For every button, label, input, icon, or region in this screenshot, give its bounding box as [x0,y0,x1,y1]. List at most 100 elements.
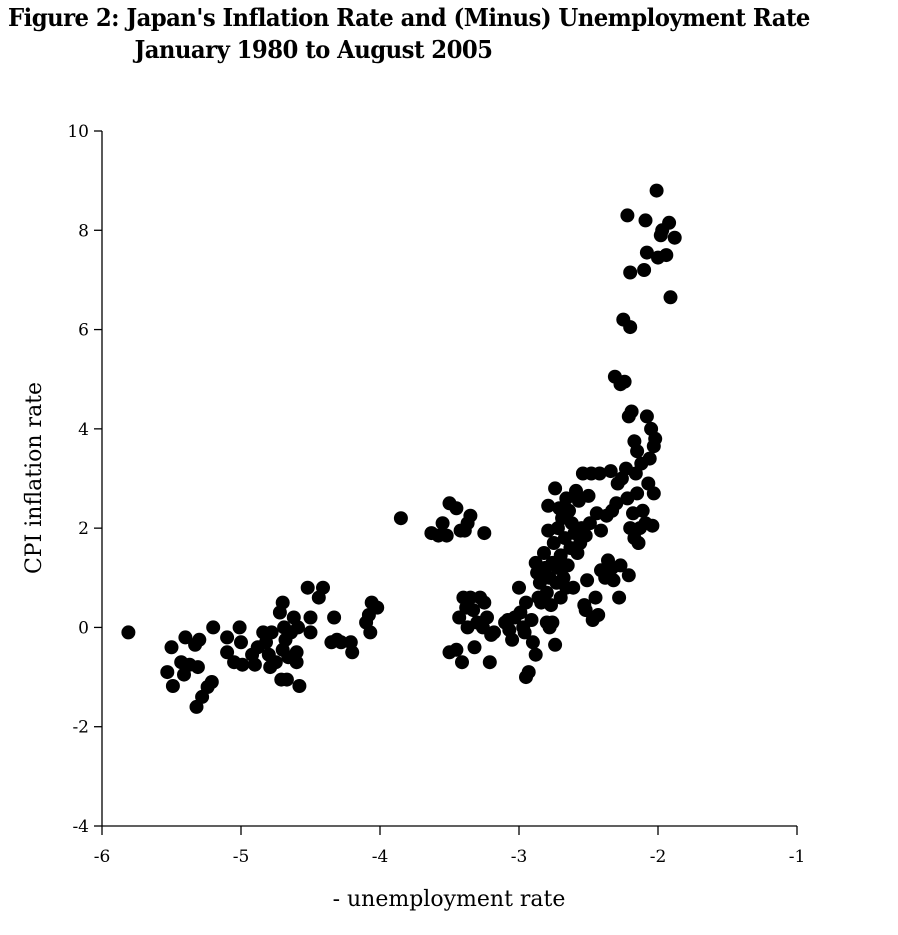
data-point [623,265,638,280]
data-point [553,548,568,563]
data-point [220,630,235,645]
data-point [645,518,660,533]
data-points [121,183,682,714]
data-point [578,603,593,618]
data-point [594,523,608,538]
data-point [524,613,539,627]
x-axis-title: - unemployment rate [333,887,566,912]
data-point [638,213,653,228]
data-point [452,610,467,625]
data-point [487,625,501,640]
data-point [463,590,478,605]
data-point [525,635,540,650]
chart-title: Figure 2: Japan's Inflation Rate and (Mi… [8,2,810,66]
y-tick-label: 6 [78,321,89,341]
data-point [232,620,247,635]
data-point [435,516,450,531]
data-point [275,595,290,610]
data-point [289,655,304,670]
data-point [247,657,262,672]
data-point [592,466,607,481]
y-tick-label: 0 [78,618,89,638]
data-point [517,625,532,640]
data-point [178,630,193,645]
y-tick-label: 2 [78,519,89,539]
y-tick-label: 10 [67,122,89,142]
data-point [190,660,205,675]
x-tick-label: -6 [94,847,111,867]
data-point [303,625,318,640]
data-point [289,645,304,660]
data-point [566,580,581,595]
data-point [449,501,464,516]
data-point [206,620,221,635]
data-point [528,647,543,662]
data-point [505,632,520,647]
data-point [204,675,219,689]
data-point [621,568,636,583]
data-point [667,230,682,245]
data-point [559,491,574,506]
data-point [477,526,492,541]
data-point [449,642,464,657]
data-point [234,635,248,650]
data-point [466,603,481,618]
data-point [521,665,536,680]
data-point [581,488,596,503]
data-point [537,546,551,560]
data-point [649,183,664,198]
data-point [631,536,646,550]
data-point [617,374,632,389]
data-point [220,645,235,660]
data-point [455,655,469,670]
data-point [548,481,563,496]
data-point [264,625,279,640]
data-point [648,431,663,446]
data-point [268,655,283,670]
data-point [164,640,179,655]
data-point [662,215,677,230]
x-tick-label: -5 [233,847,250,867]
data-point [548,637,563,652]
data-point [642,451,657,466]
data-point [439,528,454,543]
data-point [363,625,378,640]
data-point [612,590,627,605]
data-point [235,657,250,672]
data-point [630,444,645,459]
data-point [613,558,628,573]
data-point [546,536,561,550]
data-point [121,625,136,640]
data-point [646,486,661,501]
data-point [560,558,575,573]
data-point [603,464,618,479]
data-point [591,608,606,622]
data-point [480,610,494,625]
data-point [370,600,385,615]
data-point [624,404,639,419]
data-point [659,248,674,263]
data-point [544,598,558,613]
data-point [541,498,556,513]
data-point [588,590,603,605]
data-point [639,245,654,260]
data-point [292,679,307,693]
x-tick-label: -4 [372,847,389,867]
data-point [562,503,576,518]
y-tick-label: -2 [72,718,89,738]
x-tick-label: -1 [789,847,806,867]
data-point [623,320,638,335]
data-point [519,595,533,610]
y-tick-label: -4 [72,817,89,837]
data-point [291,620,305,635]
data-point [578,528,593,543]
data-point [165,679,180,693]
data-point [606,573,621,588]
data-point [580,573,595,588]
data-point [663,290,678,305]
data-point [192,632,207,647]
data-point [620,208,635,223]
y-tick-label: 8 [78,221,89,241]
chart-title-line2: January 1980 to August 2005 [134,35,493,64]
data-point [393,511,408,526]
